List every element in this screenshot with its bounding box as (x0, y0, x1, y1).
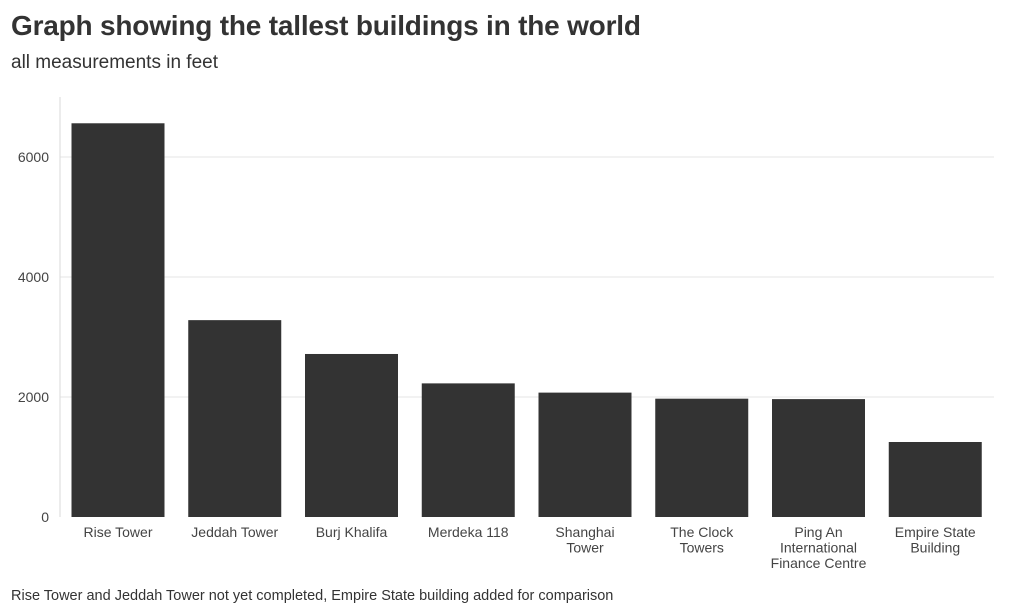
x-category-label: Empire State Building (895, 524, 976, 556)
y-tick-label: 6000 (18, 149, 49, 165)
bars (71, 123, 982, 517)
bar (188, 320, 282, 517)
x-category-label: Rise Tower (84, 524, 153, 540)
bar (888, 442, 982, 517)
x-axis-labels: Rise Tower Jeddah Tower Burj Khalifa Merdek… (84, 524, 976, 571)
y-tick-label: 2000 (18, 389, 49, 405)
bar (421, 383, 515, 517)
x-category-label: Ping An International Finance Centre (771, 524, 867, 571)
x-category-label: Jeddah Tower (191, 524, 278, 540)
x-category-label: Merdeka 118 (428, 524, 509, 540)
bar (71, 123, 165, 517)
bar (538, 392, 632, 517)
y-tick-label: 0 (41, 509, 49, 525)
chart-footnote: Rise Tower and Jeddah Tower not yet comp… (11, 588, 614, 604)
bar (772, 399, 865, 517)
bar (655, 398, 749, 517)
x-category-label: Shanghai Tower (555, 524, 614, 556)
x-category-label: Burj Khalifa (316, 524, 388, 540)
y-tick-label: 4000 (18, 269, 49, 285)
x-category-label: The Clock Towers (670, 524, 734, 556)
y-axis-ticks: 0 2000 4000 6000 (18, 149, 49, 525)
chart-title: Graph showing the tallest buildings in t… (11, 10, 641, 41)
chart-subtitle: all measurements in feet (11, 52, 218, 73)
bar (305, 353, 398, 517)
